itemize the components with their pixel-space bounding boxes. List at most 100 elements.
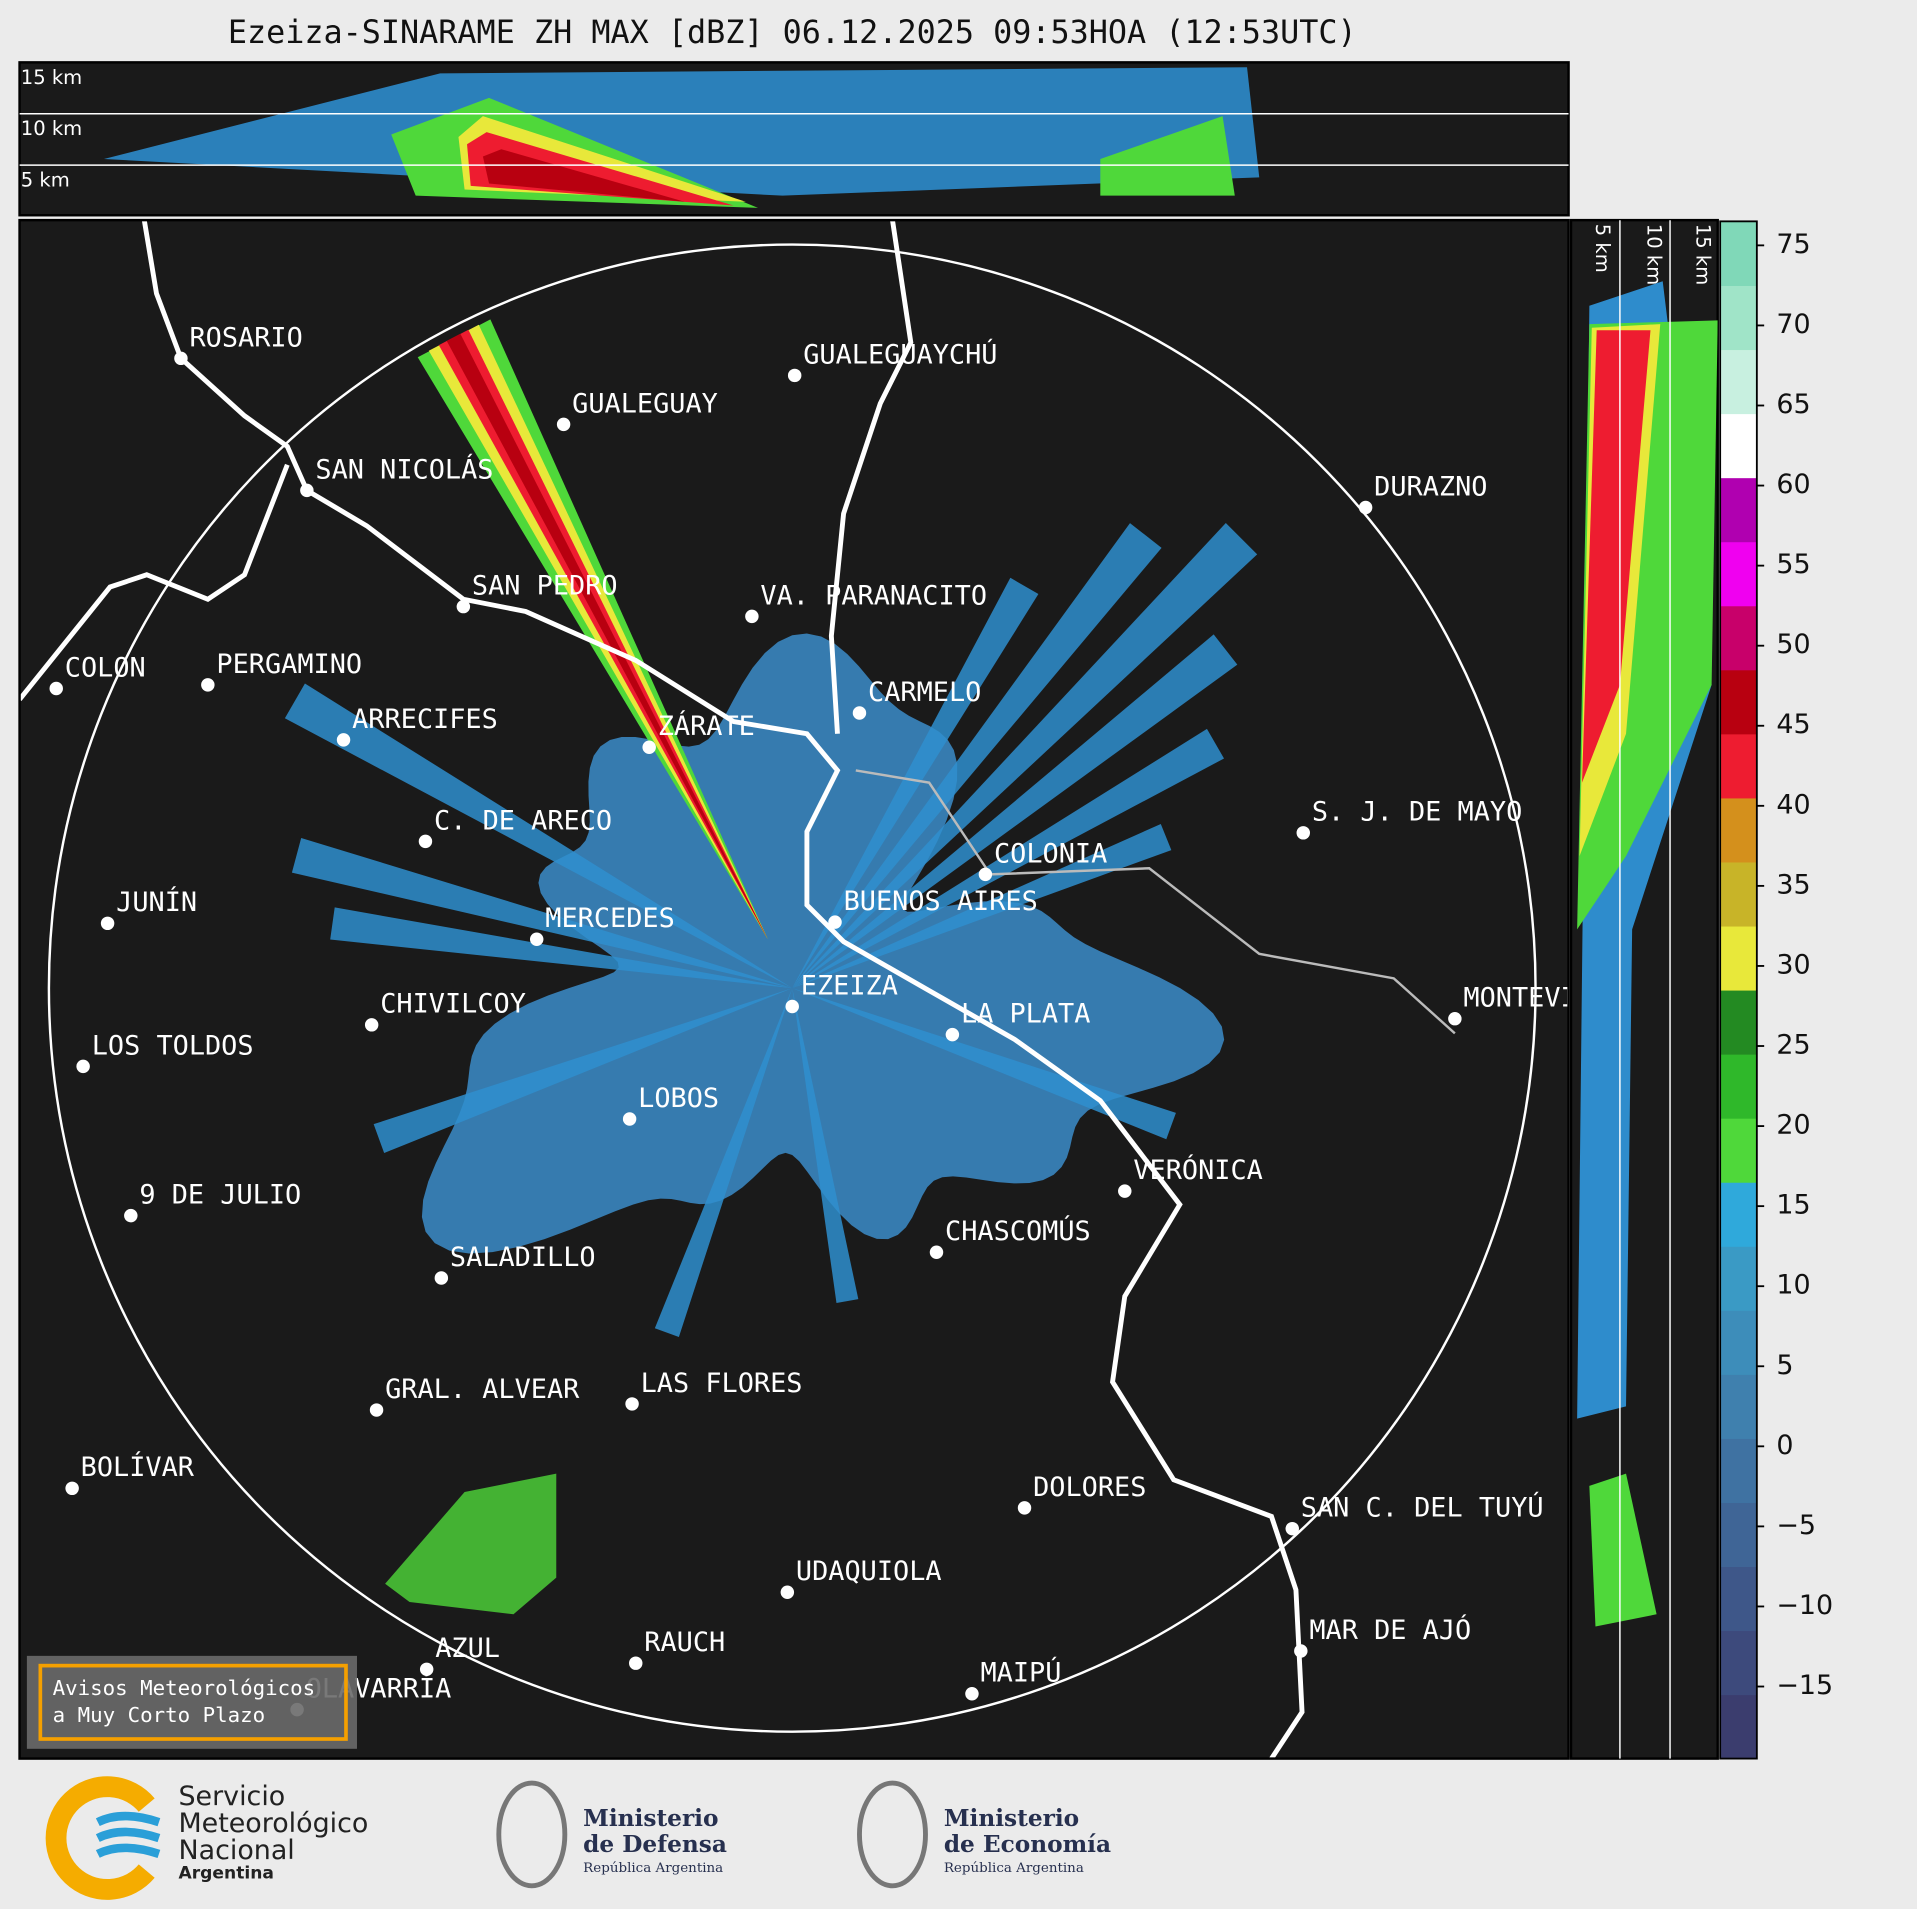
colorbar-band — [1720, 605, 1757, 671]
echo-ray — [291, 837, 793, 989]
city-marker — [1358, 500, 1373, 515]
colorbar-band — [1720, 221, 1757, 287]
city-label: CHASCOMÚS — [945, 1215, 1091, 1247]
colorbar-tick-label: 75 — [1776, 229, 1810, 260]
notice-text: Avisos Meteorológicos — [53, 1676, 316, 1700]
echo-ray — [792, 577, 1039, 989]
logo-text: Ministerio — [944, 1805, 1079, 1832]
colorbar-tick-label: 40 — [1776, 789, 1810, 820]
city-marker — [369, 1403, 384, 1417]
echo-ray — [792, 523, 1258, 989]
colorbar-tick-label: 70 — [1776, 309, 1810, 340]
colorbar-tick-label: 60 — [1776, 469, 1810, 500]
city-label: MONTEVIDEO — [1463, 983, 1625, 1014]
colorbar-band — [1720, 349, 1757, 415]
city-marker — [629, 1656, 643, 1670]
colorbar-band — [1720, 1118, 1757, 1183]
city-marker — [785, 999, 799, 1014]
coastline — [141, 220, 1305, 1759]
side-profile — [1577, 220, 1718, 1759]
colorbar-tick-label: −5 — [1776, 1510, 1816, 1541]
logo-text: República Argentina — [583, 1861, 723, 1876]
colorbar-band — [1720, 861, 1757, 927]
notice-border — [38, 1663, 348, 1741]
city-marker — [945, 1027, 960, 1042]
echo-ray — [373, 988, 793, 1154]
height-label: 5 km — [1591, 224, 1614, 273]
city-marker — [978, 867, 993, 882]
echo-ray — [792, 988, 859, 1303]
colorbar-band — [1720, 1566, 1757, 1632]
shield — [857, 1780, 928, 1889]
colorbar-band — [1720, 477, 1757, 543]
colorbar-tick-label: 15 — [1776, 1190, 1810, 1221]
logos: Servicio Meteorológico Nacional Argentin… — [45, 1776, 1111, 1900]
colorbar-band — [1720, 1438, 1757, 1503]
logo-text: de Defensa — [583, 1831, 727, 1858]
city-label: SAN NICOLÁS — [315, 453, 493, 485]
colorbar-tick-label: 35 — [1776, 869, 1810, 900]
city-marker — [201, 678, 215, 692]
city-marker — [336, 733, 351, 747]
colorbar-band — [1720, 797, 1757, 863]
range-ring — [47, 243, 1537, 1733]
notice-text: a Muy Corto Plazo — [53, 1703, 266, 1727]
logo-text: República Argentina — [944, 1861, 1084, 1876]
city-label: SALADILLO — [450, 1242, 596, 1273]
city-marker — [529, 932, 544, 946]
colorbar-band — [1720, 1054, 1757, 1119]
echo-ray — [792, 728, 1225, 989]
echo-ray — [330, 907, 793, 989]
colorbar-band — [1720, 1630, 1757, 1696]
city-label: LA PLATA — [961, 999, 1091, 1030]
city-label: BUENOS AIRES — [844, 886, 1038, 917]
echo — [1100, 116, 1235, 196]
city-marker — [625, 1397, 639, 1411]
city-label: CARMELO — [868, 677, 981, 708]
city-label: JUNÍN — [116, 886, 197, 918]
echo-ray — [792, 823, 1172, 989]
colorbar-tick-label: 30 — [1776, 949, 1810, 980]
colorbar-tick-label: 65 — [1776, 389, 1810, 420]
city-label: UDAQUIOLA — [796, 1556, 942, 1587]
border — [855, 769, 1456, 1035]
colorbar-band — [1720, 925, 1757, 991]
smn-logo-arc — [45, 1776, 155, 1900]
notice-box: Avisos Meteorológicos a Muy Corto Plazo — [26, 1655, 357, 1749]
city-marker — [622, 1112, 637, 1126]
city-marker — [49, 681, 63, 696]
city-label: VERÓNICA — [1133, 1154, 1263, 1186]
title: Ezeiza-SINARAME ZH MAX [dBZ] 06.12.2025 … — [228, 14, 1357, 51]
city-marker — [300, 483, 314, 498]
echo-ray — [792, 988, 1176, 1140]
logo-text: Argentina — [178, 1864, 273, 1884]
colorbar-band — [1720, 989, 1757, 1055]
logo-text: Meteorológico — [178, 1808, 368, 1839]
city-marker — [780, 1585, 795, 1599]
city-label: CHIVILCOY — [380, 989, 526, 1020]
colorbar-band — [1720, 1182, 1757, 1247]
city-marker — [1448, 1011, 1462, 1026]
echo-ray — [446, 333, 768, 940]
colorbar-tick-label: 20 — [1776, 1110, 1810, 1141]
city-marker — [100, 916, 115, 931]
river — [828, 220, 914, 734]
echo — [421, 633, 1225, 1254]
city-label: AZUL — [435, 1633, 500, 1664]
city-label: 9 DE JULIO — [139, 1180, 301, 1211]
echo — [103, 67, 1260, 196]
city-marker — [76, 1059, 90, 1074]
city-label: GRAL. ALVEAR — [385, 1374, 580, 1405]
height-label: 15 km — [21, 66, 82, 89]
city-label: DOLORES — [1033, 1472, 1146, 1503]
city-label: BOLÍVAR — [81, 1451, 195, 1483]
colorbar-frame — [1719, 220, 1758, 1760]
city-label: S. J. DE MAYO — [1312, 797, 1522, 828]
city-marker — [1296, 826, 1310, 840]
echo-ray — [654, 988, 793, 1338]
colorbar-band — [1720, 1502, 1757, 1568]
city-label: SAN PEDRO — [472, 571, 618, 602]
city-marker — [174, 351, 188, 366]
city-marker — [124, 1208, 138, 1223]
